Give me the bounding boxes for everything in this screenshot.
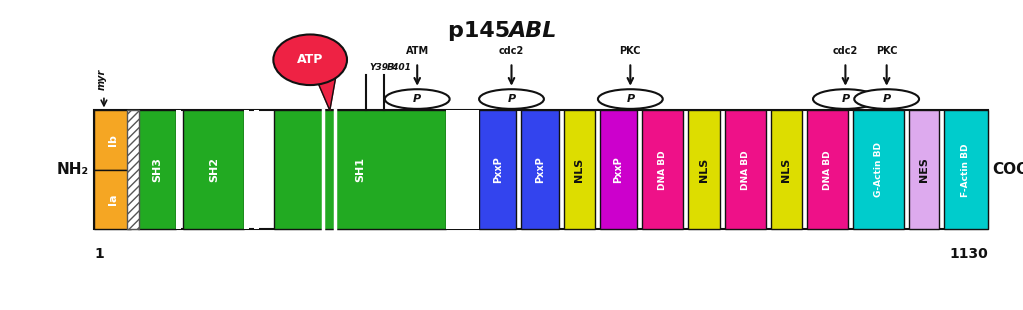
- Bar: [564, 110, 595, 229]
- Circle shape: [813, 89, 878, 109]
- Bar: [274, 110, 446, 229]
- Text: PKC: PKC: [876, 46, 897, 56]
- Ellipse shape: [273, 34, 347, 85]
- Text: NLS: NLS: [782, 158, 792, 182]
- Bar: [446, 110, 479, 229]
- Text: PxxP: PxxP: [614, 157, 624, 183]
- Text: P: P: [841, 94, 849, 104]
- Text: DNA BD: DNA BD: [658, 150, 667, 190]
- Text: SH2: SH2: [209, 157, 219, 182]
- Text: NES: NES: [919, 157, 929, 182]
- Text: SH3: SH3: [152, 157, 162, 182]
- Bar: [127, 110, 139, 229]
- Bar: [176, 110, 180, 229]
- Text: PxxP: PxxP: [493, 157, 502, 183]
- Bar: [254, 110, 259, 229]
- Text: NLS: NLS: [574, 158, 584, 182]
- Text: myr: myr: [97, 68, 107, 90]
- Text: F401: F401: [387, 63, 411, 72]
- Circle shape: [479, 89, 544, 109]
- Text: COOH: COOH: [992, 162, 1023, 177]
- Bar: [853, 110, 904, 229]
- Text: DNA BD: DNA BD: [824, 150, 833, 190]
- Text: PKC: PKC: [620, 46, 641, 56]
- Bar: [642, 110, 683, 229]
- Text: NH₂: NH₂: [57, 162, 89, 177]
- Text: F-Actin BD: F-Actin BD: [962, 143, 970, 197]
- Bar: [688, 110, 720, 229]
- Bar: [943, 110, 988, 229]
- Text: P: P: [883, 94, 891, 104]
- Text: ATM: ATM: [406, 46, 429, 56]
- Circle shape: [854, 89, 919, 109]
- Bar: [724, 110, 766, 229]
- Text: 1: 1: [94, 247, 104, 261]
- Circle shape: [597, 89, 663, 109]
- Bar: [138, 110, 176, 229]
- Circle shape: [385, 89, 450, 109]
- Text: PxxP: PxxP: [535, 157, 545, 183]
- Text: Ib: Ib: [107, 134, 118, 146]
- Text: cdc2: cdc2: [833, 46, 858, 56]
- Bar: [183, 110, 244, 229]
- Bar: [770, 110, 802, 229]
- Bar: [479, 110, 517, 229]
- Text: 1130: 1130: [949, 247, 988, 261]
- Text: Ia: Ia: [107, 194, 118, 206]
- Bar: [94, 110, 131, 170]
- Text: Y393: Y393: [369, 63, 394, 72]
- Bar: [94, 110, 988, 229]
- Bar: [522, 110, 559, 229]
- Text: NLS: NLS: [699, 158, 709, 182]
- Text: P: P: [507, 94, 516, 104]
- Text: DNA BD: DNA BD: [741, 150, 750, 190]
- Bar: [244, 110, 250, 229]
- Text: ATP: ATP: [297, 53, 323, 66]
- Text: SH1: SH1: [355, 157, 365, 182]
- Text: P: P: [626, 94, 634, 104]
- Bar: [94, 170, 131, 229]
- Text: P: P: [413, 94, 421, 104]
- Bar: [807, 110, 848, 229]
- Polygon shape: [317, 72, 337, 110]
- Text: cdc2: cdc2: [499, 46, 524, 56]
- Text: p145: p145: [448, 21, 518, 41]
- Text: G-Actin BD: G-Actin BD: [875, 142, 883, 197]
- Text: ABL: ABL: [508, 21, 557, 41]
- Bar: [599, 110, 637, 229]
- Bar: [909, 110, 939, 229]
